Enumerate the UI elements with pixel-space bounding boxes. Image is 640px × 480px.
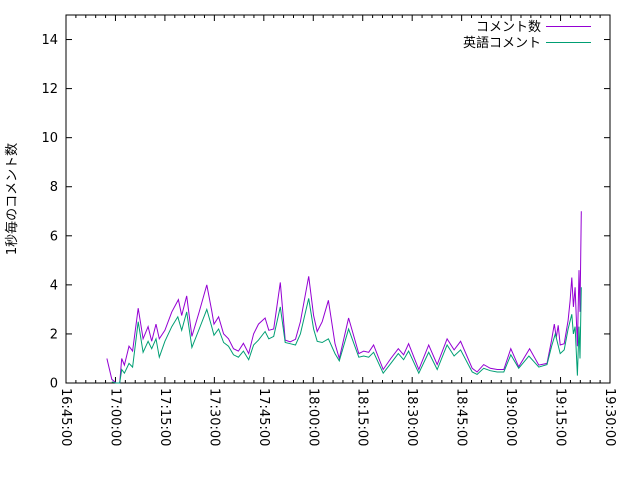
x-axis-tick-labels: 16:45:00 17:00:00 17:15:00 17:30:00 17:45:00…	[58, 388, 617, 446]
y-axis-major-ticks	[66, 39, 610, 384]
series-english-comments-line	[111, 287, 582, 384]
y-tick-label: 6	[50, 229, 58, 244]
x-tick-label: 17:00:00	[107, 388, 122, 446]
y-axis-title: 1秒毎のコメント数	[4, 143, 20, 255]
x-tick-label: 18:00:00	[305, 388, 320, 446]
y-tick-label: 0	[50, 377, 58, 392]
x-tick-label: 19:00:00	[503, 388, 518, 446]
legend-entry-comment-count: コメント数	[476, 20, 591, 35]
y-tick-label: 14	[41, 33, 58, 48]
plot-border	[65, 14, 611, 384]
x-tick-label: 17:45:00	[256, 388, 271, 446]
y-tick-label: 4	[50, 278, 58, 293]
y-axis-tick-labels: 0 2 4 6 8 10 12 14	[41, 33, 58, 391]
x-tick-label: 17:30:00	[206, 388, 221, 446]
y-tick-label: 8	[50, 180, 58, 195]
legend: コメント数 英語コメント	[463, 20, 591, 51]
x-tick-label: 19:15:00	[553, 388, 568, 446]
legend-label-comment-count: コメント数	[476, 20, 541, 35]
x-tick-label: 16:45:00	[58, 388, 73, 446]
x-tick-label: 18:30:00	[404, 388, 419, 446]
y-tick-label: 10	[41, 131, 58, 146]
legend-entry-english-comments: 英語コメント	[463, 35, 591, 51]
x-tick-label: 17:15:00	[157, 388, 172, 446]
y-tick-label: 2	[50, 327, 58, 342]
x-tick-label: 18:15:00	[355, 388, 370, 446]
x-tick-label: 18:45:00	[454, 388, 469, 446]
x-axis-major-ticks	[65, 15, 611, 383]
y-tick-label: 12	[41, 82, 58, 97]
legend-label-english-comments: 英語コメント	[463, 35, 541, 51]
x-tick-label: 19:30:00	[602, 388, 617, 446]
x-axis-minor-ticks	[75, 15, 601, 383]
